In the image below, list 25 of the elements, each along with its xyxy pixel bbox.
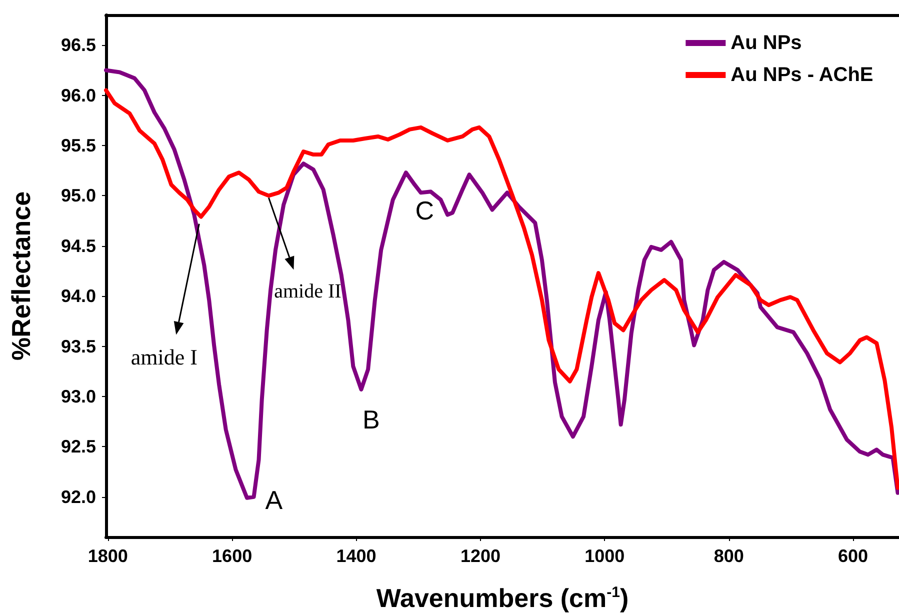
y-tick-label: 92.0 bbox=[60, 486, 96, 507]
y-tick-label: 93.0 bbox=[60, 386, 96, 406]
y-tick-label: 95.0 bbox=[60, 186, 96, 206]
x-tick-label: 600 bbox=[838, 546, 868, 566]
annotation: amide I bbox=[130, 344, 198, 370]
y-tick-label: 93.5 bbox=[60, 336, 96, 356]
legend-label: Au NPs bbox=[730, 32, 802, 54]
annotation: amide II bbox=[274, 280, 342, 303]
x-tick-label: 800 bbox=[714, 546, 744, 566]
x-tick-label: 1800 bbox=[88, 546, 128, 566]
y-tick-label: 96.0 bbox=[60, 85, 96, 106]
x-tick-label: 1400 bbox=[336, 546, 376, 566]
y-tick-label: 92.5 bbox=[60, 436, 96, 457]
x-tick-label: 1600 bbox=[212, 546, 252, 566]
y-axis-title: %Reflectance bbox=[6, 191, 36, 361]
annotation: C bbox=[415, 196, 434, 226]
y-tick-label: 94.0 bbox=[60, 286, 96, 306]
y-tick-label: 94.5 bbox=[60, 236, 96, 256]
legend-label: Au NPs - AChE bbox=[730, 64, 874, 86]
y-tick-label: 96.5 bbox=[60, 35, 96, 56]
annotation: A bbox=[265, 484, 284, 515]
annotation: B bbox=[362, 404, 380, 434]
y-tick-label: 95.5 bbox=[60, 136, 96, 156]
x-tick-label: 1200 bbox=[460, 546, 500, 566]
x-tick-label: 1000 bbox=[584, 546, 625, 566]
